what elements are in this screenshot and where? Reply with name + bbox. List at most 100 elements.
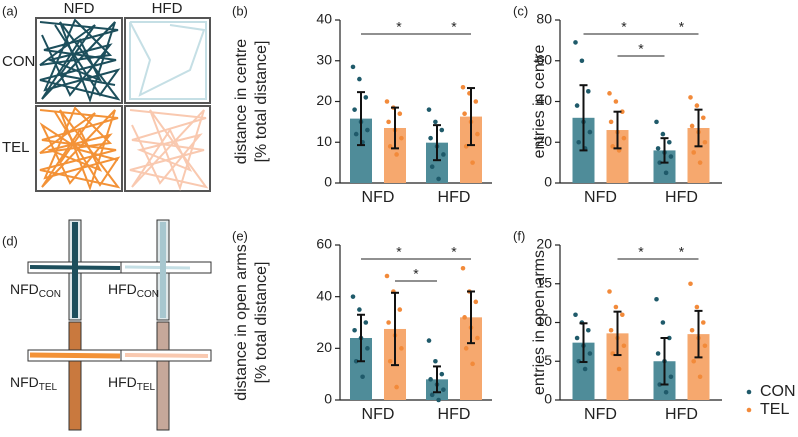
panel-label: (a): [2, 3, 18, 18]
data-point: [473, 99, 479, 104]
track: [129, 21, 207, 100]
row-label: CON: [2, 53, 35, 70]
data-point: [667, 139, 672, 145]
data-point: [660, 320, 666, 325]
y-axis-label: [% total distance]: [253, 262, 270, 384]
track: [39, 106, 121, 187]
x-tick-label: HFD: [438, 406, 471, 423]
y-tick-label: 20: [316, 92, 332, 108]
maze-label-main: HFD: [108, 281, 137, 297]
data-point: [470, 361, 475, 367]
data-point: [350, 64, 356, 70]
y-tick-label: 0: [324, 391, 332, 407]
data-point: [701, 115, 706, 121]
data-point: [582, 366, 588, 372]
data-point: [574, 335, 580, 341]
y-tick-label: 40: [316, 11, 332, 27]
significance-label: *: [396, 244, 402, 260]
data-point: [473, 299, 479, 305]
data-point: [654, 119, 659, 125]
y-tick-label: 20: [536, 133, 552, 149]
data-point: [586, 89, 591, 94]
track: [39, 21, 121, 104]
data-point: [365, 346, 370, 351]
data-point: [460, 84, 466, 90]
data-point: [436, 397, 441, 403]
y-axis-label: distance in open arms: [233, 244, 250, 401]
track: [39, 18, 121, 97]
data-point: [384, 99, 390, 104]
data-point: [363, 320, 369, 325]
panel-label: (d): [2, 233, 18, 248]
data-point: [394, 152, 399, 157]
data-point: [689, 327, 695, 333]
track: [129, 109, 209, 192]
maze-label: HFDCON: [108, 281, 159, 300]
data-point: [462, 315, 467, 320]
y-tick-label: 10: [536, 313, 552, 329]
maze-arm: [156, 321, 170, 431]
data-point: [668, 154, 674, 159]
data-point: [429, 392, 435, 398]
data-point: [433, 358, 438, 364]
y-tick-label: 40: [536, 92, 552, 108]
data-point: [613, 304, 619, 310]
data-point: [608, 119, 614, 125]
track: [124, 265, 191, 270]
data-point: [573, 312, 578, 318]
maze-label-main: NFD: [10, 374, 39, 390]
significance-label: *: [679, 19, 685, 35]
data-point: [621, 135, 627, 141]
data-point: [353, 358, 359, 364]
x-tick-label: NFD: [584, 189, 617, 206]
data-point: [475, 335, 480, 341]
data-point: [667, 335, 672, 341]
significance-label: *: [413, 266, 419, 282]
data-point: [663, 170, 669, 176]
data-point: [657, 382, 662, 387]
data-point: [587, 129, 593, 135]
track-images: [35, 17, 211, 192]
panel-label: (f): [513, 228, 525, 243]
data-point: [691, 150, 696, 155]
data-point: [694, 103, 700, 108]
data-point: [586, 327, 591, 333]
column-label: HFD: [152, 0, 183, 17]
data-point: [365, 127, 370, 133]
bar: [572, 342, 595, 400]
data-point: [426, 107, 432, 112]
legend-marker: [746, 407, 752, 413]
data-point: [360, 374, 365, 380]
y-tick-label: 60: [316, 236, 332, 252]
significance-label: *: [638, 244, 644, 260]
data-point: [441, 387, 446, 392]
data-point: [357, 307, 362, 312]
y-tick-label: 0: [544, 391, 552, 407]
significance-label: *: [451, 19, 457, 35]
data-point: [668, 374, 674, 380]
y-tick-label: 0: [324, 174, 332, 190]
data-point: [363, 95, 369, 100]
data-point: [426, 338, 432, 343]
data-point: [462, 111, 467, 117]
y-axis-label: entries in open arms: [531, 250, 548, 395]
data-point: [386, 320, 391, 325]
data-point: [663, 389, 669, 395]
y-tick-label: 5: [544, 352, 552, 368]
data-point: [441, 152, 446, 157]
data-point: [463, 346, 469, 351]
data-point: [428, 377, 433, 382]
bar: [687, 334, 710, 400]
significance-label: *: [638, 41, 644, 57]
data-point: [470, 160, 475, 165]
y-tick-label: 30: [316, 51, 332, 67]
maze-label-sub: TEL: [39, 382, 58, 393]
significance-label: *: [679, 244, 685, 260]
maze-label: NFDCON: [10, 281, 61, 300]
y-tick-label: 20: [536, 236, 552, 252]
x-tick-label: NFD: [362, 189, 395, 206]
bar: [350, 338, 372, 400]
maze-label: NFDTEL: [10, 374, 58, 393]
bar: [606, 333, 629, 400]
